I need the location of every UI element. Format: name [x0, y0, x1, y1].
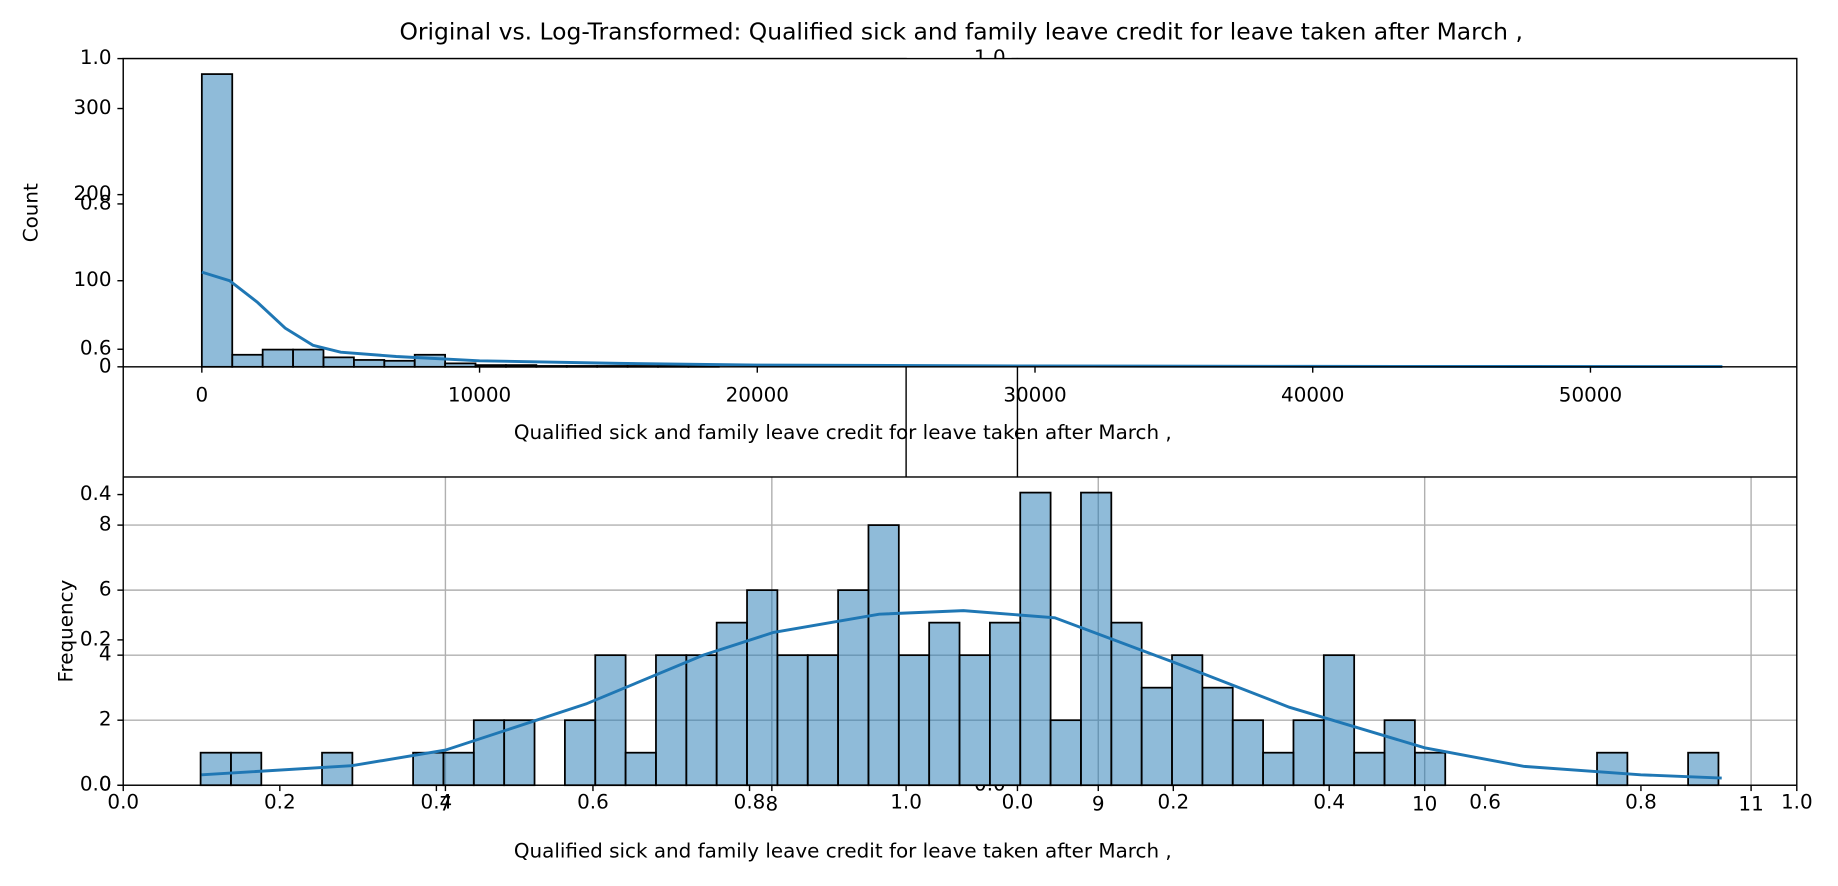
histogram-bar — [746, 589, 779, 787]
histogram-bar — [200, 73, 234, 368]
x-tick-label: 0.2 — [264, 790, 296, 813]
histogram-bar — [1414, 751, 1447, 787]
x-tick-label: 0.6 — [577, 790, 609, 813]
kde-line — [201, 609, 1722, 780]
histogram-bar — [199, 751, 232, 787]
histogram-bar — [442, 751, 475, 787]
chart-title: Original vs. Log-Transformed: Qualified … — [399, 17, 1522, 45]
y-tick-label: 1.0 — [80, 46, 112, 69]
y-tick-label: 0.0 — [80, 773, 112, 796]
y-tick-label: 100 — [74, 268, 112, 291]
y-tick-label: 2 — [99, 708, 112, 731]
y-tick-label: 0.4 — [80, 482, 112, 505]
x-axis-label: Qualified sick and family leave credit f… — [514, 840, 1172, 863]
x-tick-label: 0 — [196, 384, 209, 407]
histogram-bar — [867, 524, 900, 787]
y-tick-label: 0.8 — [80, 191, 112, 214]
histogram-bar — [230, 751, 263, 787]
x-tick-label: 0.8 — [1625, 790, 1657, 813]
histogram-bar — [472, 719, 506, 787]
y-tick-label: 300 — [74, 96, 112, 119]
histogram-bar — [383, 359, 416, 368]
y-tick-label: 200 — [74, 182, 112, 205]
histogram-bar — [624, 751, 657, 787]
histogram-bar — [806, 654, 839, 787]
histogram-bar — [353, 359, 386, 368]
histogram-bar — [1292, 719, 1325, 787]
histogram-bar — [1687, 751, 1720, 787]
histogram-bar — [1140, 686, 1173, 787]
histogram-bar — [1262, 751, 1295, 787]
histogram-bar — [928, 621, 961, 787]
x-tick-label: 0.0 — [107, 790, 139, 813]
x-tick-label: 40000 — [1281, 384, 1344, 407]
histogram-bar — [1049, 719, 1082, 787]
x-tick-label: 10 — [1412, 793, 1437, 816]
histogram-bar — [503, 719, 536, 787]
histogram-bar — [261, 348, 294, 368]
histogram-bar — [1019, 491, 1052, 787]
histogram-bar — [1353, 751, 1386, 787]
histogram-bar — [1080, 491, 1113, 787]
histogram-bar — [1596, 751, 1629, 787]
axes-background — [123, 58, 1797, 367]
x-tick-label: 0.6 — [1469, 790, 1501, 813]
histogram-bar — [1231, 719, 1264, 787]
histogram-bar — [1201, 686, 1234, 787]
x-tick-label: 11 — [1738, 793, 1763, 816]
axes-frame — [122, 57, 1798, 368]
histogram-bar — [231, 353, 264, 368]
y-tick-label: 8 — [99, 513, 112, 536]
x-tick-label: 0.4 — [1313, 790, 1345, 813]
histogram-bar — [412, 751, 445, 787]
axes-frame — [122, 476, 1798, 786]
histogram-bar — [1383, 719, 1416, 787]
x-tick-label: 0.0 — [1002, 790, 1034, 813]
y-tick-label: 0 — [99, 773, 112, 796]
kde-line — [201, 270, 1723, 369]
histogram-bar — [776, 654, 809, 787]
x-tick-label: 20000 — [726, 384, 789, 407]
x-tick-label: 10000 — [448, 384, 511, 407]
y-axis-label: Count — [19, 183, 42, 242]
histogram-bar — [958, 654, 991, 787]
x-tick-label: 1.0 — [1781, 790, 1813, 813]
histogram-bar — [292, 348, 325, 368]
x-tick-label: 8 — [766, 793, 779, 816]
y-tick-label: 0.6 — [80, 337, 112, 360]
y-tick-label: 4 — [99, 643, 112, 666]
histogram-bar — [322, 356, 355, 368]
histogram-bar — [321, 751, 354, 787]
histogram-bar — [685, 654, 718, 787]
histogram-bar — [594, 654, 627, 787]
x-tick-label: 50000 — [1559, 384, 1622, 407]
histogram-bar — [1171, 654, 1204, 787]
x-tick-label: 1.0 — [890, 790, 922, 813]
y-tick-label: 0 — [99, 354, 112, 377]
x-tick-label: 0.8 — [734, 790, 766, 813]
y-tick-label: 6 — [99, 578, 112, 601]
y-axis-label: Frequency — [54, 579, 77, 682]
x-axis-label: Qualified sick and family leave credit f… — [514, 421, 1172, 444]
x-tick-label: 30000 — [1003, 384, 1066, 407]
x-tick-label: 7 — [439, 793, 452, 816]
x-tick-label: 9 — [1092, 793, 1105, 816]
x-tick-label: 0.2 — [1157, 790, 1189, 813]
histogram-bar — [989, 621, 1022, 787]
x-tick-label: 0.4 — [421, 790, 453, 813]
histogram-bar — [897, 654, 931, 787]
histogram-bar — [564, 719, 597, 787]
histogram-bar — [655, 654, 688, 787]
y-tick-label: 0.2 — [80, 627, 112, 650]
